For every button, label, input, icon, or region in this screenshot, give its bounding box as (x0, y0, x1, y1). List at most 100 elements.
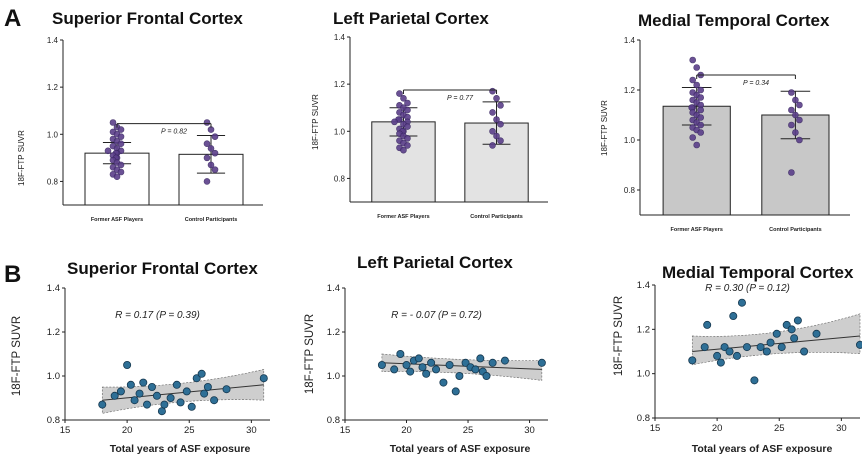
y-tick-label: 1.4 (637, 280, 650, 291)
y-tick-label: 1.4 (47, 283, 60, 294)
y-tick-label: 1.0 (47, 130, 59, 139)
x-axis-label: Total years of ASF exposure (110, 443, 251, 455)
data-point (210, 396, 219, 405)
data-point (402, 360, 411, 369)
scatter-chart-medial-temporal: Medial Temporal Cortex 18F-FTP SUVR Tota… (613, 263, 862, 455)
y-axis-label: 18F-FTP SUVR (311, 94, 320, 150)
data-point (139, 378, 148, 387)
regression-line (692, 335, 861, 352)
data-point (777, 343, 786, 352)
data-point (693, 64, 701, 71)
data-point (104, 147, 112, 155)
data-point (396, 90, 403, 97)
data-point (152, 391, 161, 400)
data-point (404, 106, 411, 114)
data-point (117, 133, 125, 140)
y-tick-label: 1.2 (334, 80, 346, 89)
data-point (772, 329, 781, 338)
data-point (700, 343, 709, 352)
x-tick-label: 15 (340, 425, 351, 436)
y-tick-label: 0.8 (47, 415, 60, 426)
y-tick-label: 1.2 (47, 327, 60, 338)
chart-title: Medial Temporal Cortex (662, 263, 854, 282)
data-point (796, 136, 803, 144)
x-tick-label: 20 (712, 423, 723, 434)
y-axis-label: 18F-FTP SUVR (600, 100, 609, 156)
data-point (211, 133, 219, 140)
data-point (688, 356, 697, 365)
data-point (703, 320, 712, 329)
data-point (792, 96, 799, 104)
p-value-annotation: P = 0.77 (447, 95, 474, 102)
data-point (418, 363, 427, 372)
y-tick-label: 0.8 (334, 174, 346, 183)
data-point (812, 329, 821, 338)
data-point (489, 109, 496, 116)
correlation-annotation: R = - 0.07 (P = 0.72) (391, 310, 482, 321)
data-point (432, 365, 441, 374)
data-point (176, 398, 185, 407)
data-point (693, 141, 701, 149)
data-point (142, 400, 151, 409)
data-point (537, 358, 546, 367)
x-tick-label: 25 (463, 425, 474, 436)
data-point (489, 127, 496, 135)
data-point (207, 145, 215, 152)
data-point (203, 382, 212, 391)
data-point (135, 389, 144, 398)
data-point (856, 340, 862, 349)
data-point (793, 316, 802, 325)
data-point (439, 378, 448, 387)
data-point (471, 365, 480, 374)
data-point (404, 123, 411, 130)
x-axis-label: Total years of ASF exposure (390, 443, 531, 455)
data-point (414, 354, 423, 363)
data-point (497, 102, 504, 109)
data-point (787, 325, 796, 334)
data-point (489, 87, 496, 95)
y-tick-label: 0.8 (624, 186, 636, 195)
chart-title: Left Parietal Cortex (357, 253, 513, 272)
data-point (404, 142, 411, 149)
x-category-label: Control Participants (185, 217, 238, 223)
y-tick-label: 1.2 (327, 327, 340, 338)
data-point (725, 347, 734, 356)
x-tick-label: 30 (836, 423, 847, 434)
data-point (493, 94, 500, 102)
x-tick-label: 20 (401, 425, 412, 436)
data-point (766, 338, 775, 347)
data-point (126, 380, 135, 389)
data-point (123, 360, 132, 369)
data-point (733, 351, 742, 360)
data-point (396, 349, 405, 358)
data-point (98, 400, 107, 409)
data-point (697, 106, 705, 114)
data-point (762, 347, 771, 356)
data-point (792, 111, 799, 119)
data-point (788, 169, 795, 176)
data-point (493, 132, 500, 140)
data-point (689, 134, 697, 141)
data-point (117, 161, 125, 169)
y-tick-label: 0.8 (327, 415, 340, 426)
chart-title: Left Parietal Cortex (333, 9, 489, 28)
data-point (422, 369, 431, 378)
data-point (203, 119, 211, 126)
data-point (488, 358, 497, 367)
y-tick-label: 1.2 (47, 83, 59, 92)
data-point (130, 396, 139, 405)
x-tick-label: 30 (246, 425, 257, 436)
scatter-chart-superior-frontal: Superior Frontal Cortex 18F-FTP SUVR Tot… (11, 259, 270, 455)
data-point (497, 120, 504, 128)
scatter-chart-left-parietal: Left Parietal Cortex 18F-FTP SUVR Total … (304, 253, 548, 455)
p-value-annotation: P = 0.34 (743, 80, 769, 87)
y-tick-label: 1.2 (624, 86, 636, 95)
data-point (497, 137, 504, 145)
data-point (427, 358, 436, 367)
y-tick-label: 1.0 (637, 369, 650, 380)
x-tick-label: 20 (122, 425, 133, 436)
data-point (117, 126, 125, 133)
data-point (197, 369, 206, 378)
data-point (737, 298, 746, 307)
data-point (800, 347, 809, 356)
